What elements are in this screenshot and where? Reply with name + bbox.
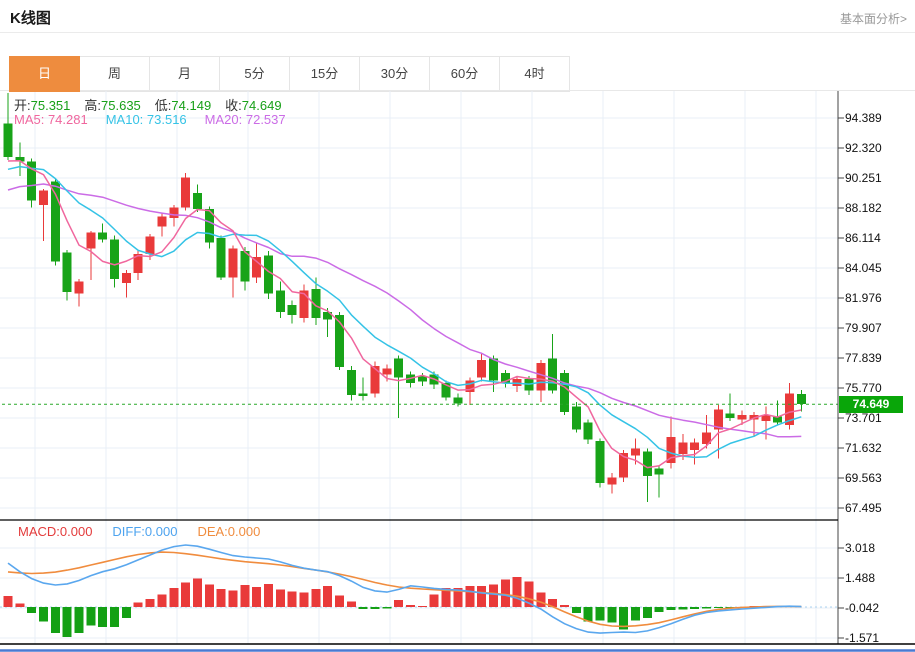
- axis-label: 71.632: [845, 441, 882, 455]
- axis-label: 75.770: [845, 381, 882, 395]
- axis-label: 84.045: [845, 261, 882, 275]
- ma5-line: [7, 160, 802, 469]
- tab-15分[interactable]: 15分: [289, 56, 360, 92]
- tab-60分[interactable]: 60分: [429, 56, 500, 92]
- current-price-badge: 74.649: [839, 396, 903, 413]
- tab-4时[interactable]: 4时: [499, 56, 570, 92]
- gridlines: [0, 91, 838, 644]
- price-axis: [837, 91, 844, 644]
- dea-value: DEA:0.000: [197, 524, 261, 539]
- ma-readout: MA5: 74.281 MA10: 73.516 MA20: 72.537: [14, 112, 304, 127]
- tab-bar-bottom-border: [0, 90, 915, 91]
- open-value: 75.351: [30, 98, 71, 113]
- tab-日[interactable]: 日: [9, 56, 80, 92]
- axis-label: 81.976: [845, 291, 882, 305]
- close-value: 74.649: [241, 98, 282, 113]
- macd-readout: MACD:0.000 DIFF:0.000 DEA:0.000: [18, 524, 280, 539]
- axis-label: 3.018: [845, 541, 876, 555]
- diff-value: DIFF:0.000: [112, 524, 178, 539]
- tab-30分[interactable]: 30分: [359, 56, 430, 92]
- tab-5分[interactable]: 5分: [219, 56, 290, 92]
- close-label: 收:: [225, 98, 242, 113]
- low-value: 74.149: [171, 98, 212, 113]
- tab-月[interactable]: 月: [149, 56, 220, 92]
- axis-label: 88.182: [845, 201, 882, 215]
- axis-label: 94.389: [845, 111, 882, 125]
- high-label: 高:: [84, 98, 102, 113]
- axis-label: 69.563: [845, 471, 882, 485]
- axis-label: 67.495: [845, 501, 882, 515]
- page-title: K线图: [10, 10, 51, 27]
- axis-label: 73.701: [845, 411, 882, 425]
- ma10-line: [7, 165, 802, 459]
- axis-label: 77.839: [845, 351, 882, 365]
- ma10-value: MA10: 73.516: [105, 112, 187, 127]
- title-divider: [0, 32, 915, 33]
- axis-label: 1.488: [845, 571, 876, 585]
- ma5-value: MA5: 74.281: [14, 112, 88, 127]
- diff-line: [7, 544, 802, 634]
- ma20-value: MA20: 72.537: [204, 112, 286, 127]
- axis-label: -0.042: [845, 601, 880, 615]
- axis-label: 90.251: [845, 171, 882, 185]
- macd-value: MACD:0.000: [18, 524, 93, 539]
- axis-label: -1.571: [845, 631, 880, 645]
- low-label: 低:: [154, 98, 172, 113]
- ohlc-readout: 开:75.351 高:75.635 低:74.149 收:74.649: [14, 95, 296, 114]
- ma20-line: [7, 183, 802, 438]
- fundamental-analysis-link[interactable]: 基本面分析>: [839, 12, 907, 26]
- axis-label: 86.114: [845, 231, 881, 245]
- open-label: 开:: [14, 98, 31, 113]
- axis-label: 92.320: [845, 141, 882, 155]
- interval-tab-bar: 日周月 5分 15分 30分 60分 4时: [9, 56, 570, 92]
- axis-label: 79.907: [845, 321, 882, 335]
- high-value: 75.635: [101, 98, 141, 113]
